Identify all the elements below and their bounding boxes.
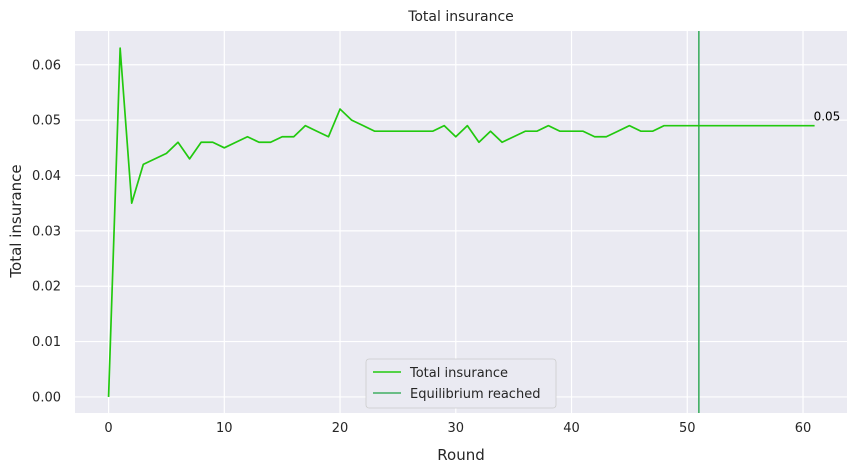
chart-title: Total insurance bbox=[407, 9, 514, 25]
legend-label-total-insurance: Total insurance bbox=[409, 366, 508, 381]
y-tick-labels: 0.00 0.01 0.02 0.03 0.04 0.05 0.06 bbox=[32, 58, 61, 405]
x-tick-labels: 0 10 20 30 40 50 60 bbox=[104, 421, 811, 436]
y-tick-label: 0.04 bbox=[32, 169, 61, 184]
y-gridlines bbox=[75, 64, 847, 398]
annotations: 0.05 bbox=[814, 110, 841, 124]
x-tick-label: 60 bbox=[795, 421, 812, 436]
y-tick-label: 0.03 bbox=[32, 224, 61, 239]
y-tick-label: 0.00 bbox=[32, 390, 61, 405]
x-tick-label: 10 bbox=[216, 421, 233, 436]
y-tick-label: 0.01 bbox=[32, 335, 61, 350]
total-insurance-line bbox=[107, 47, 815, 397]
x-tick-label: 0 bbox=[104, 421, 112, 436]
y-tick-label: 0.05 bbox=[32, 114, 61, 129]
x-tick-label: 40 bbox=[563, 421, 580, 436]
x-gridlines bbox=[107, 31, 804, 413]
end-value-label: 0.05 bbox=[814, 110, 841, 124]
x-tick-label: 50 bbox=[679, 421, 696, 436]
legend-label-equilibrium: Equilibrium reached bbox=[410, 387, 540, 402]
x-tick-label: 20 bbox=[332, 421, 349, 436]
plot-area bbox=[75, 31, 847, 413]
y-tick-label: 0.02 bbox=[32, 280, 61, 295]
x-axis-label: Round bbox=[437, 446, 484, 464]
legend: Total insurance Equilibrium reached bbox=[365, 358, 557, 409]
legend-box bbox=[365, 358, 557, 409]
series-lines bbox=[107, 47, 815, 397]
y-axis-label: Total insurance bbox=[7, 164, 25, 278]
y-tick-label: 0.06 bbox=[32, 58, 61, 73]
x-tick-label: 30 bbox=[448, 421, 465, 436]
